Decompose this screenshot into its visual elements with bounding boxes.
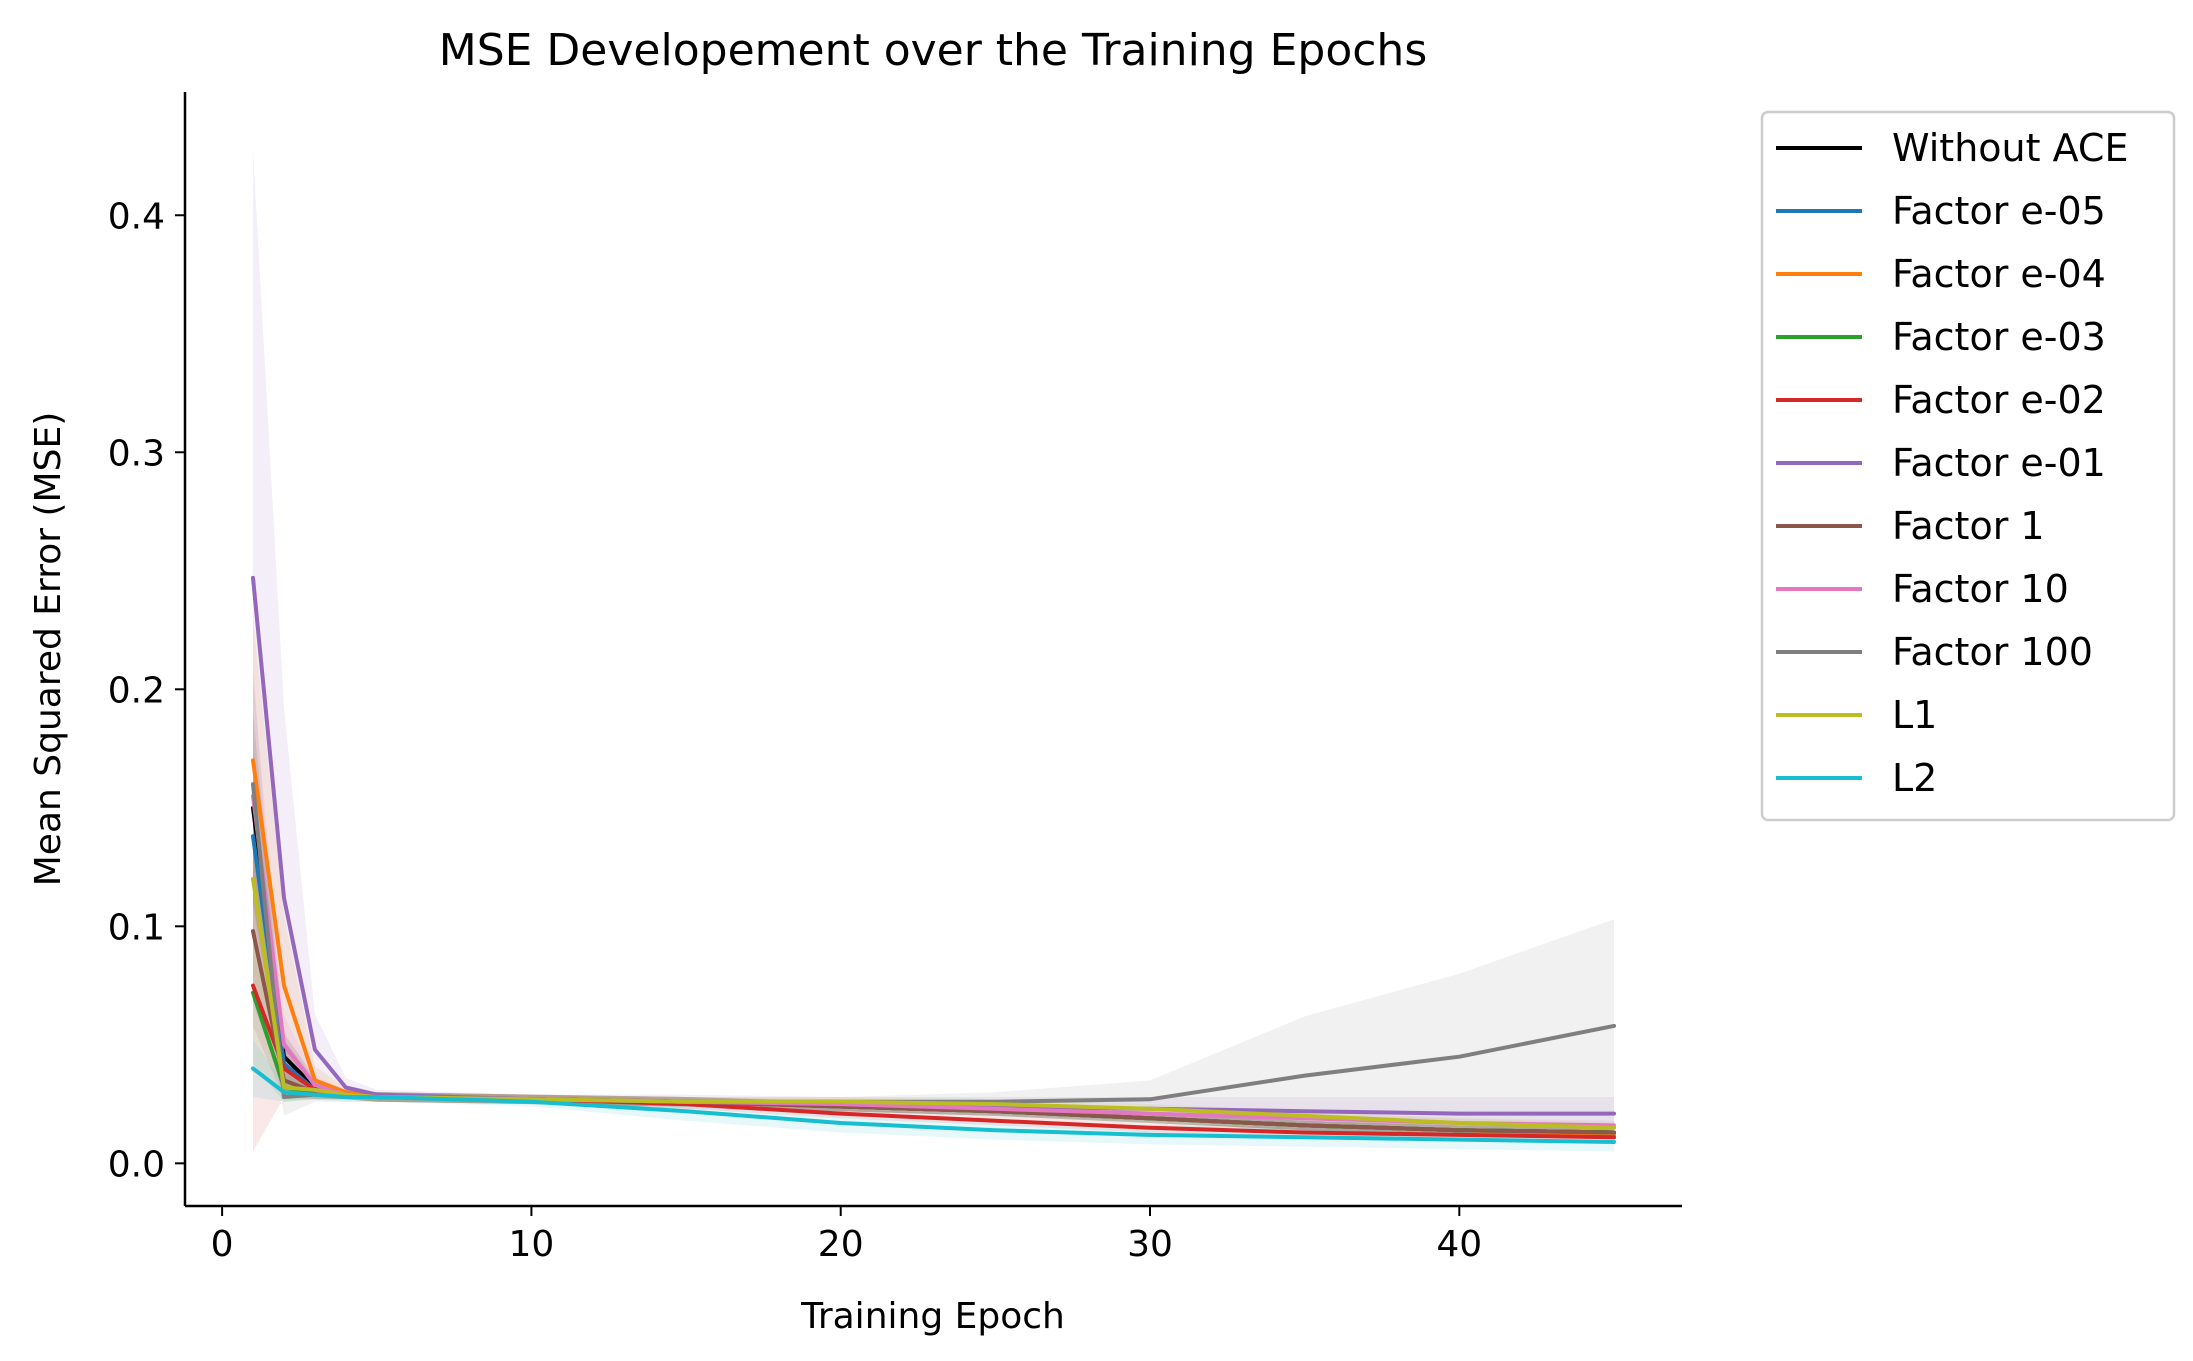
x-ticks: 0 10 20 30 40 [211,1206,1482,1265]
chart-title: MSE Developement over the Training Epoch… [439,25,1428,76]
legend-item: L1 [1776,693,1937,737]
legend-item: Factor 10 [1776,567,2069,611]
series-line-9 [251,876,1616,1130]
y-tick-label: 0.3 [108,433,165,474]
legend-item: Without ACE [1776,126,2128,170]
y-axis-label: Mean Squared Error (MSE) [28,412,69,887]
x-tick-label: 40 [1436,1224,1482,1265]
legend-label: Factor 10 [1892,567,2069,611]
x-tick-label: 10 [509,1224,555,1265]
y-tick-label: 0.0 [108,1144,165,1185]
band-8 [253,665,1614,1140]
legend-item: Factor e-03 [1776,315,2106,359]
legend-label: Without ACE [1892,126,2128,170]
legend-item: Factor e-02 [1776,378,2106,422]
legend-label: Factor e-01 [1892,441,2106,485]
x-tick-label: 30 [1127,1224,1173,1265]
legend-label: L1 [1892,693,1937,737]
axes: 0 10 20 30 40 0.0 0.1 0.2 0.3 0.4 [108,92,1682,1265]
legend-label: Factor 1 [1892,504,2045,548]
legend-item: Factor e-01 [1776,441,2106,485]
y-tick-label: 0.1 [108,907,165,948]
legend-label: L2 [1892,756,1937,800]
y-ticks: 0.0 0.1 0.2 0.3 0.4 [108,196,185,1185]
legend-item: Factor 1 [1776,504,2045,548]
legend-label: Factor 100 [1892,630,2093,674]
legend-item: Factor e-04 [1776,252,2106,296]
confidence-bands [253,151,1614,1152]
x-tick-label: 20 [818,1224,864,1265]
x-axis-label: Training Epoch [800,1296,1065,1337]
legend-item: Factor 100 [1776,630,2093,674]
series-line-10 [251,1066,1616,1144]
legend-label: Factor e-04 [1892,252,2106,296]
plot-area [251,151,1616,1152]
x-tick-label: 0 [211,1224,234,1265]
legend-label: Factor e-02 [1892,378,2106,422]
legend: Without ACE Factor e-05 Factor e-04 Factor … [1760,110,2176,822]
series-lines [251,575,1616,1144]
legend-item: Factor e-05 [1776,189,2106,233]
y-tick-label: 0.2 [108,670,165,711]
y-tick-label: 0.4 [108,196,165,237]
legend-item: L2 [1776,756,1937,800]
legend-items: Without ACE Factor e-05 Factor e-04 Factor … [1776,126,2128,800]
legend-frame [1760,110,2176,822]
legend-label: Factor e-05 [1892,189,2106,233]
band-5 [253,151,1614,1131]
legend-label: Factor e-03 [1892,315,2106,359]
